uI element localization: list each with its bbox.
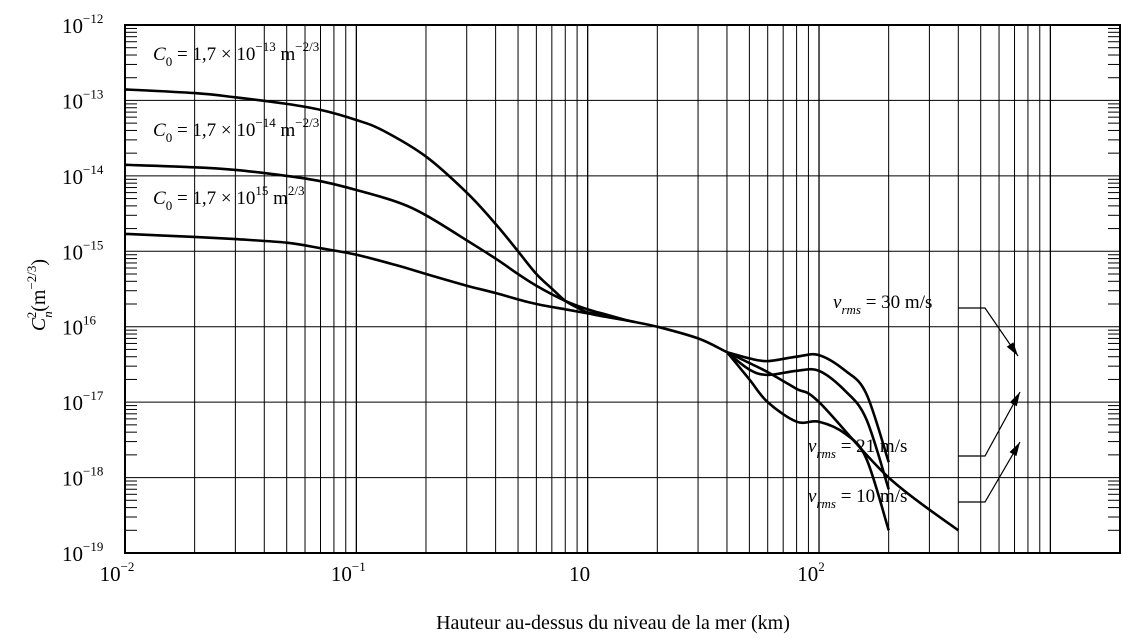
y-tick-label: 10−14 xyxy=(62,162,104,189)
y-tick-base: 10 xyxy=(62,467,83,491)
annotation-c0-14: C0 = 1,7 × 10−14 m−2/3 xyxy=(153,115,319,145)
curves xyxy=(124,88,960,532)
y-tick-label: 10−15 xyxy=(62,237,103,264)
y-tick-exponent: −15 xyxy=(83,237,103,252)
x-tick-label: 10 xyxy=(569,562,590,586)
x-tick-label: 10−2 xyxy=(100,559,135,586)
y-tick-base: 10 xyxy=(62,89,83,113)
y-tick-exponent: −19 xyxy=(83,539,103,554)
leader-vrms-10 xyxy=(958,441,1021,503)
annotation-vrms-21: vrms = 21 m/s xyxy=(808,436,907,461)
y-tick-exponent: −18 xyxy=(83,464,103,479)
annotation-c0-15: C0 = 1,7 × 1015 m2/3 xyxy=(153,183,305,213)
y-tick-label: 10−18 xyxy=(62,464,103,491)
y-tick-exponent: −13 xyxy=(83,86,103,101)
x-tick-base: 10 xyxy=(569,562,590,586)
x-tick-exponent: −1 xyxy=(352,559,366,574)
y-axis-label: Cn2(m−2/3) xyxy=(24,259,55,331)
x-tick-base: 10 xyxy=(797,562,818,586)
annotation-vrms-30: vrms = 30 m/s xyxy=(833,292,932,317)
curve-line-5 xyxy=(725,351,890,531)
leader-vrms-21-arrowhead xyxy=(1009,392,1020,407)
plot-frame xyxy=(124,24,1121,554)
y-tick-exponent: −17 xyxy=(83,388,104,403)
y-tick-base: 10 xyxy=(62,14,83,38)
y-tick-base: 10 xyxy=(62,391,83,415)
axis-minor-ticks xyxy=(125,27,1120,531)
y-tick-base: 10 xyxy=(62,240,83,264)
y-tick-label: 1016 xyxy=(62,313,97,340)
leader-vrms-10-line xyxy=(958,441,1021,503)
y-tick-label: 10−13 xyxy=(62,86,103,113)
leader-vrms-30-arrowhead xyxy=(1006,342,1018,356)
y-tick-base: 10 xyxy=(62,542,83,566)
curve-line-4 xyxy=(726,351,890,490)
curve-line-1 xyxy=(124,163,629,322)
curve-line-3 xyxy=(726,350,890,463)
y-tick-exponent: −12 xyxy=(83,11,103,26)
leader-vrms-30-line xyxy=(958,307,1019,357)
leader-vrms-10-arrowhead xyxy=(1009,442,1020,457)
y-tick-exponent: 16 xyxy=(83,313,97,328)
y-tick-base: 10 xyxy=(62,165,83,189)
curve-line-2 xyxy=(124,232,629,322)
x-tick-exponent: −2 xyxy=(121,559,135,574)
x-tick-base: 10 xyxy=(331,562,352,586)
y-tick-label: 10−12 xyxy=(62,11,103,38)
y-tick-exponent: −14 xyxy=(83,162,104,177)
x-tick-base: 10 xyxy=(100,562,121,586)
y-tick-label: 10−17 xyxy=(62,388,104,415)
leader-vrms-21 xyxy=(958,391,1021,457)
x-tick-labels: 10−2 10−1 10 102 xyxy=(100,559,825,586)
grid-lines xyxy=(125,25,1120,553)
x-axis-label: Hauteur au-dessus du niveau de la mer (k… xyxy=(436,612,790,634)
annotation-leaders xyxy=(958,307,1021,503)
y-tick-label: 10−19 xyxy=(62,539,103,566)
x-tick-label: 102 xyxy=(797,559,825,586)
leader-vrms-30 xyxy=(958,307,1019,357)
x-tick-label: 10−1 xyxy=(331,559,366,586)
leader-vrms-21-line xyxy=(958,391,1021,457)
annotation-vrms-10: vrms = 10 m/s xyxy=(808,486,907,511)
annotation-c0-13: C0 = 1,7 × 10−13 m−2/3 xyxy=(153,39,319,69)
y-tick-base: 10 xyxy=(62,316,83,340)
x-tick-exponent: 2 xyxy=(818,559,825,574)
